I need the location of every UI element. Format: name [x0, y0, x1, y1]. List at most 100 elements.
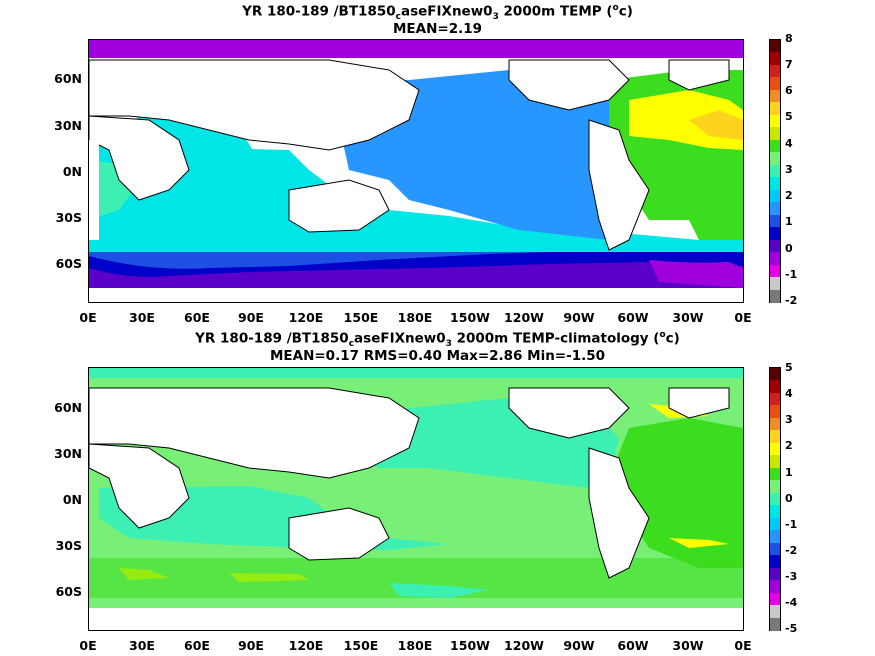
colorbar-segment [770, 152, 780, 166]
panel2-colorbar-label: 1 [785, 466, 793, 479]
panel2-title: YR 180-189 /BT1850caseFIXnew03 2000m TEM… [195, 330, 680, 350]
panel2-lon-label: 30E [129, 638, 155, 653]
panel1-colorbar-label: 2 [785, 189, 793, 202]
panel1-colorbar-label: -1 [785, 268, 798, 281]
colorbar-segment [770, 455, 780, 469]
panel1-lon-label: 90W [563, 310, 595, 325]
panel1-lon-label: 90E [238, 310, 264, 325]
panel2-lon-label: 0E [79, 638, 97, 653]
panel2-lat-label: 0N [62, 492, 82, 507]
panel1-lon-label: 150W [450, 310, 490, 325]
colorbar-segment [770, 177, 780, 191]
colorbar-segment [770, 239, 780, 253]
colorbar-segment [770, 530, 780, 544]
colorbar-segment [770, 139, 780, 153]
panel1-lon-label: 180E [397, 310, 433, 325]
colorbar-segment [770, 368, 780, 381]
colorbar-segment [770, 442, 780, 456]
panel2-map-svg [89, 368, 743, 630]
panel2-lat-label: 30S [55, 538, 82, 553]
panel2-colorbar-label: -3 [785, 570, 798, 583]
panel1-lat-label: 0N [62, 164, 82, 179]
panel1-colorbar-label: 4 [785, 137, 793, 150]
panel2-colorbar-label: 4 [785, 387, 793, 400]
colorbar-segment [770, 214, 780, 228]
panel1-lon-label: 60W [617, 310, 649, 325]
panel2-colorbar-label: -1 [785, 518, 798, 531]
colorbar-segment [770, 289, 780, 303]
panel2-lon-label: 60E [184, 638, 210, 653]
panel2-colorbar-label: 3 [785, 413, 793, 426]
panel1-lon-label: 150E [343, 310, 379, 325]
colorbar-segment [770, 102, 780, 116]
colorbar-segment [770, 164, 780, 178]
colorbar-segment [770, 64, 780, 78]
colorbar-segment [770, 567, 780, 581]
colorbar-segment [770, 605, 780, 619]
panel1-colorbar-label: 3 [785, 163, 793, 176]
colorbar-segment [770, 505, 780, 519]
panel2-lon-label: 150E [343, 638, 379, 653]
panel1-colorbar-label: 6 [785, 84, 793, 97]
colorbar-segment [770, 580, 780, 594]
colorbar-segment [770, 227, 780, 241]
colorbar-segment [770, 380, 780, 394]
panel2-map [88, 367, 744, 631]
panel1-colorbar-label: 5 [785, 110, 793, 123]
panel2-lon-label: 120W [504, 638, 544, 653]
panel1-lon-label: 0E [734, 310, 752, 325]
panel2-colorbar-label: 2 [785, 439, 793, 452]
panel2-lon-label: 180E [397, 638, 433, 653]
panel2-colorbar-label: -5 [785, 622, 798, 635]
panel2-lat-label: 30N [54, 446, 82, 461]
panel1-colorbar-label: 0 [785, 242, 793, 255]
panel1-map [88, 39, 744, 303]
colorbar-segment [770, 189, 780, 203]
colorbar-segment [770, 555, 780, 569]
panel1-lat-label: 60S [55, 256, 82, 271]
panel2-lon-label: 60W [617, 638, 649, 653]
colorbar-segment [770, 202, 780, 216]
panel2-lon-label: 90W [563, 638, 595, 653]
colorbar-segment [770, 592, 780, 606]
colorbar-segment [770, 252, 780, 266]
panel2-colorbar-label: 5 [785, 361, 793, 374]
colorbar-segment [770, 264, 780, 278]
panel2-colorbar-label: -2 [785, 544, 798, 557]
colorbar-segment [770, 127, 780, 141]
panel1-subtitle: MEAN=2.19 [392, 21, 483, 37]
panel1-colorbar-label: -2 [785, 294, 798, 307]
panel2-colorbar [769, 367, 781, 631]
colorbar-segment [770, 405, 780, 419]
panel1-lat-label: 30N [54, 118, 82, 133]
colorbar-segment [770, 40, 780, 53]
panel1-colorbar-label: 1 [785, 215, 793, 228]
panel1-lon-label: 0E [79, 310, 97, 325]
panel2-colorbar-label: -4 [785, 596, 798, 609]
panel2-lon-label: 120E [288, 638, 324, 653]
panel1-lat-label: 30S [55, 210, 82, 225]
colorbar-segment [770, 89, 780, 103]
colorbar-segment [770, 617, 780, 631]
colorbar-segment [770, 480, 780, 494]
panel2-colorbar-label: 0 [785, 492, 793, 505]
panel1-lat-label: 60N [54, 71, 82, 86]
panel1-title: YR 180-189 /BT1850caseFIXnew03 2000m TEM… [242, 3, 633, 23]
colorbar-segment [770, 52, 780, 66]
panel1-lon-label: 30W [672, 310, 704, 325]
colorbar-segment [770, 467, 780, 481]
colorbar-segment [770, 517, 780, 531]
panel1-lon-label: 30E [129, 310, 155, 325]
panel2-lon-label: 0E [734, 638, 752, 653]
colorbar-segment [770, 277, 780, 291]
colorbar-segment [770, 392, 780, 406]
colorbar-segment [770, 417, 780, 431]
panel1-colorbar-label: 8 [785, 32, 793, 45]
colorbar-segment [770, 114, 780, 128]
panel1-colorbar-label: 7 [785, 58, 793, 71]
panel2-lat-label: 60N [54, 400, 82, 415]
panel2-lon-label: 90E [238, 638, 264, 653]
panel1-colorbar [769, 39, 781, 303]
colorbar-segment [770, 430, 780, 444]
panel1-lon-label: 120W [504, 310, 544, 325]
